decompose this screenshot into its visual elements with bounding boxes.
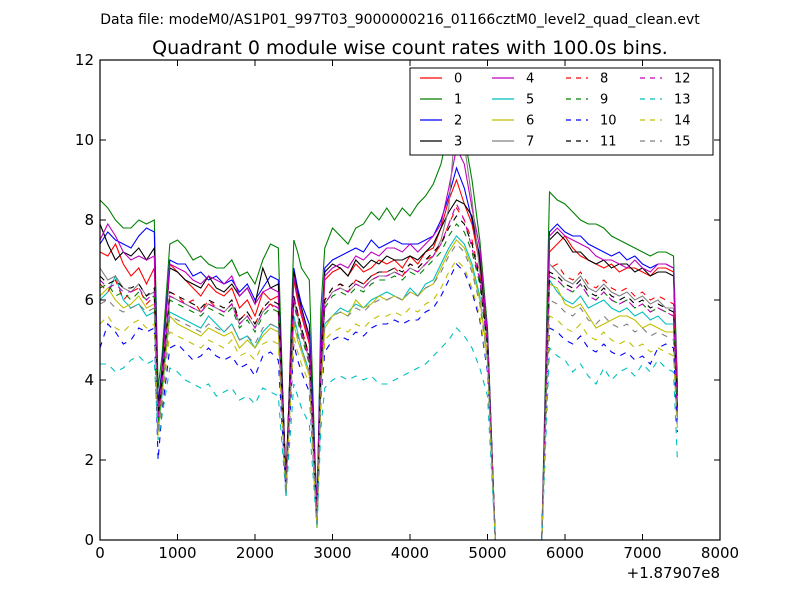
legend-label-3: 3 — [454, 135, 462, 150]
series-line-13 — [100, 327, 678, 541]
legend-label-13: 13 — [674, 93, 691, 108]
y-tick-label: 8 — [84, 211, 94, 229]
series-line-4 — [99, 146, 678, 541]
y-tick-label: 6 — [84, 291, 94, 309]
legend-label-1: 1 — [454, 93, 462, 108]
series-line-8 — [99, 206, 678, 541]
legend-label-9: 9 — [600, 93, 608, 108]
legend-label-6: 6 — [526, 114, 534, 129]
legend-label-10: 10 — [600, 114, 617, 129]
y-tick-label: 4 — [84, 371, 94, 389]
legend-label-8: 8 — [600, 72, 608, 87]
legend-label-14: 14 — [674, 114, 691, 129]
x-tick-label: 7000 — [623, 544, 661, 562]
series-line-0 — [99, 178, 678, 541]
series-line-3 — [99, 199, 678, 541]
series-line-2 — [99, 166, 678, 541]
x-tick-label: 5000 — [468, 544, 506, 562]
legend-frame — [409, 67, 714, 156]
y-tick-label: 0 — [84, 531, 94, 549]
x-tick-label: 1000 — [158, 544, 196, 562]
legend-label-11: 11 — [600, 135, 617, 150]
series-line-12 — [99, 202, 678, 541]
x-tick-label: 4000 — [391, 544, 429, 562]
x-tick-label: 2000 — [236, 544, 274, 562]
series-line-7 — [99, 107, 678, 541]
series-line-15 — [99, 243, 678, 541]
legend-label-4: 4 — [526, 72, 534, 87]
series-line-1 — [99, 91, 678, 541]
series-line-6 — [99, 239, 678, 541]
y-tick-label: 12 — [75, 51, 94, 69]
x-tick-label: 6000 — [546, 544, 584, 562]
y-tick-label: 10 — [75, 131, 94, 149]
series-line-10 — [99, 263, 678, 541]
x-tick-label: 8000 — [701, 544, 739, 562]
series-line-14 — [99, 259, 678, 541]
legend-label-15: 15 — [674, 135, 691, 150]
legend-label-7: 7 — [526, 135, 534, 150]
legend-label-12: 12 — [674, 72, 691, 87]
series-line-11 — [99, 215, 678, 541]
legend-label-5: 5 — [526, 93, 534, 108]
legend-label-0: 0 — [454, 72, 462, 87]
x-offset-label: +1.87907e8 — [627, 564, 720, 582]
chart-subtitle: Data file: modeM0/AS1P01_997T03_90000002… — [100, 12, 700, 28]
series-layer — [99, 91, 678, 541]
x-tick-label: 0 — [95, 544, 105, 562]
legend-label-2: 2 — [454, 114, 462, 129]
x-tick-label: 3000 — [313, 544, 351, 562]
y-tick-label: 2 — [84, 451, 94, 469]
ticks-layer: 0 1000 2000 3000 4000 5000 6000 7000 80000246810… — [75, 51, 739, 562]
chart-title: Quadrant 0 module wise count rates with … — [152, 37, 668, 59]
